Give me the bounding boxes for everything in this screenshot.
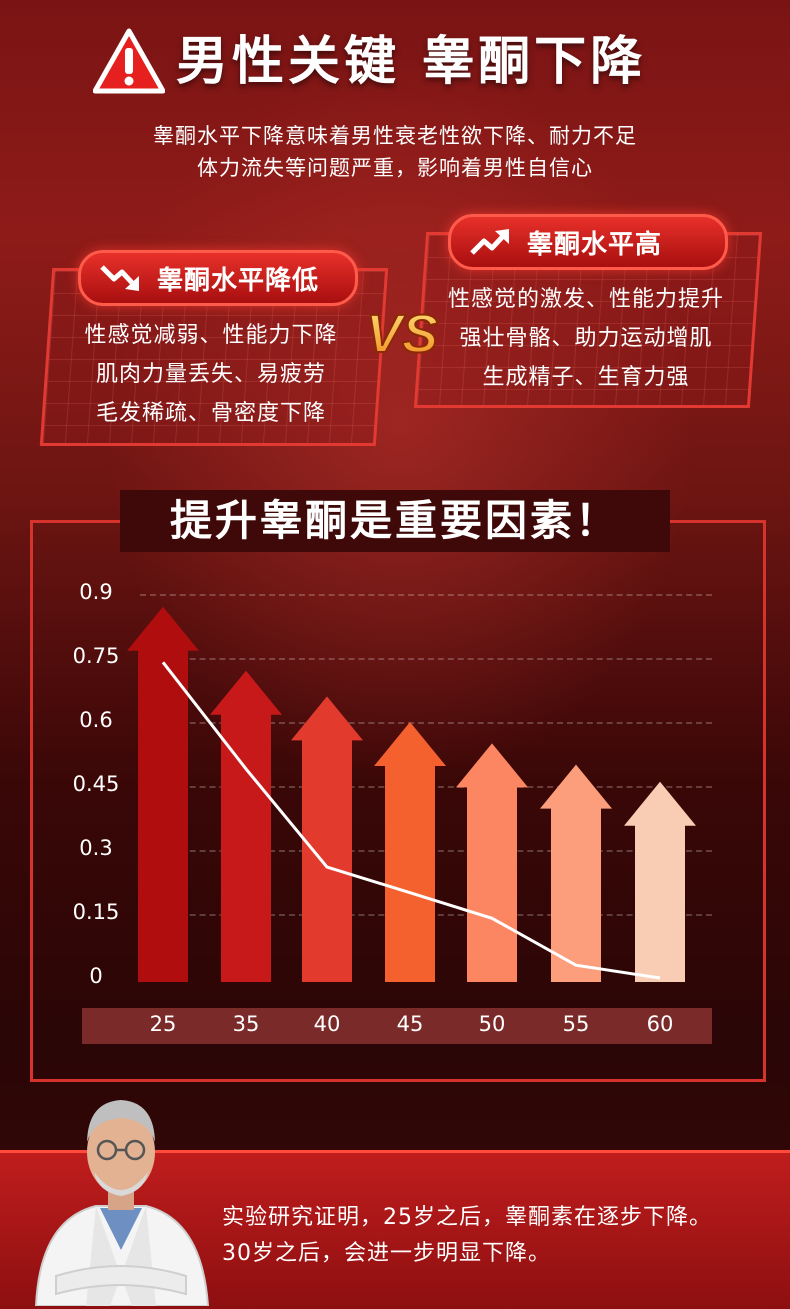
x-axis-band: [82, 1008, 712, 1044]
low-effect-2: 肌肉力量丢失、易疲劳: [95, 362, 326, 387]
low-testosterone-label: 睾酮水平降低: [157, 265, 320, 296]
high-effect-2: 强壮骨骼、助力运动增肌: [459, 326, 713, 351]
intro-text: 睾酮水平下降意味着男性衰老性欲下降、耐力不足 体力流失等问题严重，影响着男性自信…: [0, 120, 790, 184]
y-tick-label: 0: [89, 964, 103, 988]
y-tick-label: 0.45: [72, 772, 120, 796]
low-effect-1: 性感觉减弱、性能力下降: [84, 323, 338, 348]
high-testosterone-label: 睾酮水平高: [527, 229, 663, 260]
header: 男性关键 睾酮下降: [0, 22, 790, 102]
x-tick-label: 25: [149, 1012, 177, 1036]
grid-line: [140, 914, 712, 916]
intro-line-2: 体力流失等问题严重，影响着男性自信心: [197, 156, 593, 180]
x-tick-label: 45: [396, 1012, 424, 1036]
vs-label: VS: [366, 304, 438, 364]
x-tick-label: 35: [232, 1012, 260, 1036]
y-tick-label: 0.3: [79, 836, 113, 860]
conclusion-line-1: 实验研究证明，25岁之后，睾酮素在逐步下降。: [222, 1205, 712, 1230]
trend-up-icon: [470, 229, 509, 255]
low-testosterone-effects: 性感觉减弱、性能力下降 肌肉力量丢失、易疲劳 毛发稀疏、骨密度下降: [56, 316, 366, 433]
intro-line-1: 睾酮水平下降意味着男性衰老性欲下降、耐力不足: [153, 124, 637, 148]
grid-line: [140, 658, 712, 660]
chart-title: 提升睾酮是重要因素！: [169, 496, 620, 545]
warning-triangle-icon: [93, 28, 165, 94]
chart-title-box: 提升睾酮是重要因素！: [120, 490, 670, 552]
y-tick-label: 0.15: [72, 900, 120, 924]
x-tick-label: 55: [562, 1012, 590, 1036]
page-title: 男性关键 睾酮下降: [176, 32, 647, 92]
vs-emblem: VS: [365, 303, 439, 365]
chart-frame: [30, 520, 766, 1082]
y-tick-label: 0.9: [79, 580, 113, 604]
grid-line: [140, 850, 712, 852]
low-testosterone-badge: 睾酮水平降低: [78, 250, 358, 306]
conclusion-line-2: 30岁之后，会进一步明显下降。: [222, 1241, 551, 1266]
trend-down-icon: [100, 265, 139, 291]
y-tick-label: 0.6: [79, 708, 113, 732]
y-tick-label: 0.75: [72, 644, 120, 668]
x-tick-label: 60: [646, 1012, 674, 1036]
high-testosterone-badge: 睾酮水平高: [448, 214, 728, 270]
conclusion-text: 实验研究证明，25岁之后，睾酮素在逐步下降。 30岁之后，会进一步明显下降。: [222, 1200, 712, 1272]
grid-line: [140, 722, 712, 724]
x-tick-label: 50: [478, 1012, 506, 1036]
low-effect-3: 毛发稀疏、骨密度下降: [95, 401, 326, 426]
grid-line: [140, 594, 712, 596]
x-tick-label: 40: [313, 1012, 341, 1036]
doctor-portrait: [34, 1100, 210, 1306]
grid-line: [140, 786, 712, 788]
high-effect-3: 生成精子、生育力强: [482, 365, 690, 390]
high-effect-1: 性感觉的激发、性能力提升: [447, 287, 724, 312]
high-testosterone-effects: 性感觉的激发、性能力提升 强壮骨骼、助力运动增肌 生成精子、生育力强: [426, 280, 746, 397]
